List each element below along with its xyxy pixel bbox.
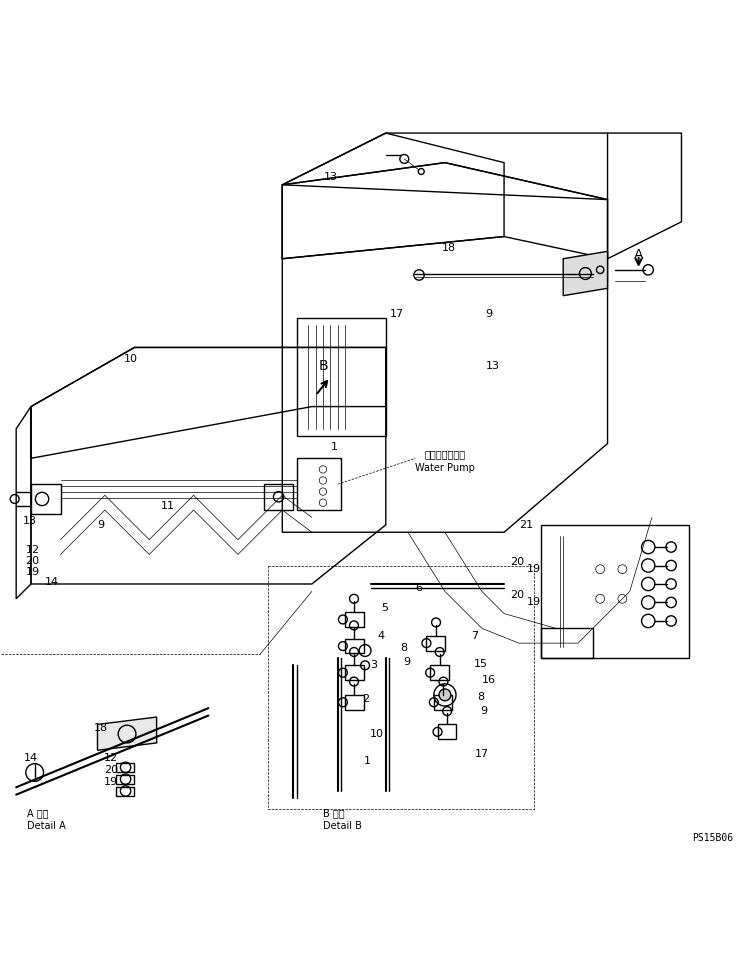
Text: 18: 18 [94,723,108,733]
Text: 9: 9 [403,656,410,667]
Text: 20: 20 [510,590,525,600]
Bar [427,636,445,651]
Text: 18: 18 [441,242,456,253]
Text: 11: 11 [161,502,174,511]
Bar [430,665,449,680]
Text: 1: 1 [364,756,371,767]
Text: 12: 12 [104,752,118,763]
Text: 5: 5 [381,604,388,613]
Bar [116,786,134,796]
Bar [438,725,456,739]
Text: 14: 14 [24,752,38,763]
Text: 8: 8 [477,692,484,702]
Text: Detail B: Detail B [323,822,362,831]
Bar [345,612,364,627]
Text: 4: 4 [377,630,384,641]
Text: ウォータポンプ: ウォータポンプ [424,450,465,459]
Text: 9: 9 [98,520,105,530]
Text: 7: 7 [471,630,478,641]
Text: 20: 20 [25,556,39,566]
Text: B: B [318,358,328,373]
Text: 16: 16 [482,675,496,685]
Text: 10: 10 [370,729,384,739]
Text: 8: 8 [401,643,408,653]
Bar [345,695,364,709]
Text: B 詳細: B 詳細 [323,808,344,818]
Text: 19: 19 [527,598,541,607]
Text: 20: 20 [510,556,525,567]
Text: 10: 10 [124,354,138,363]
Text: 19: 19 [25,567,39,578]
Text: 14: 14 [45,577,59,587]
Text: 9: 9 [486,309,493,319]
Text: 9: 9 [480,706,487,716]
Text: 15: 15 [473,659,487,669]
Text: 12: 12 [25,545,39,555]
Text: 13: 13 [22,516,36,527]
Bar [116,775,134,784]
Text: 19: 19 [527,564,541,575]
Polygon shape [97,717,157,751]
Bar [345,639,364,653]
Text: 20: 20 [104,765,118,775]
Text: 21: 21 [519,520,533,530]
Text: 6: 6 [416,582,422,593]
Bar [345,665,364,680]
Text: 3: 3 [370,660,377,671]
Text: PS15B06: PS15B06 [692,833,733,843]
Text: Water Pump: Water Pump [415,463,475,473]
Text: 17: 17 [475,749,489,759]
Text: 1: 1 [330,442,338,453]
Bar [116,763,134,773]
Text: 13: 13 [324,172,338,183]
Polygon shape [563,252,608,296]
Text: 2: 2 [362,694,370,703]
Bar [434,695,453,709]
Text: 13: 13 [486,361,500,371]
Text: A 詳細: A 詳細 [27,808,49,818]
Text: Detail A: Detail A [27,822,66,831]
Text: 17: 17 [390,309,404,319]
Circle shape [439,689,451,701]
Text: A: A [634,248,643,262]
Text: 19: 19 [104,777,118,787]
